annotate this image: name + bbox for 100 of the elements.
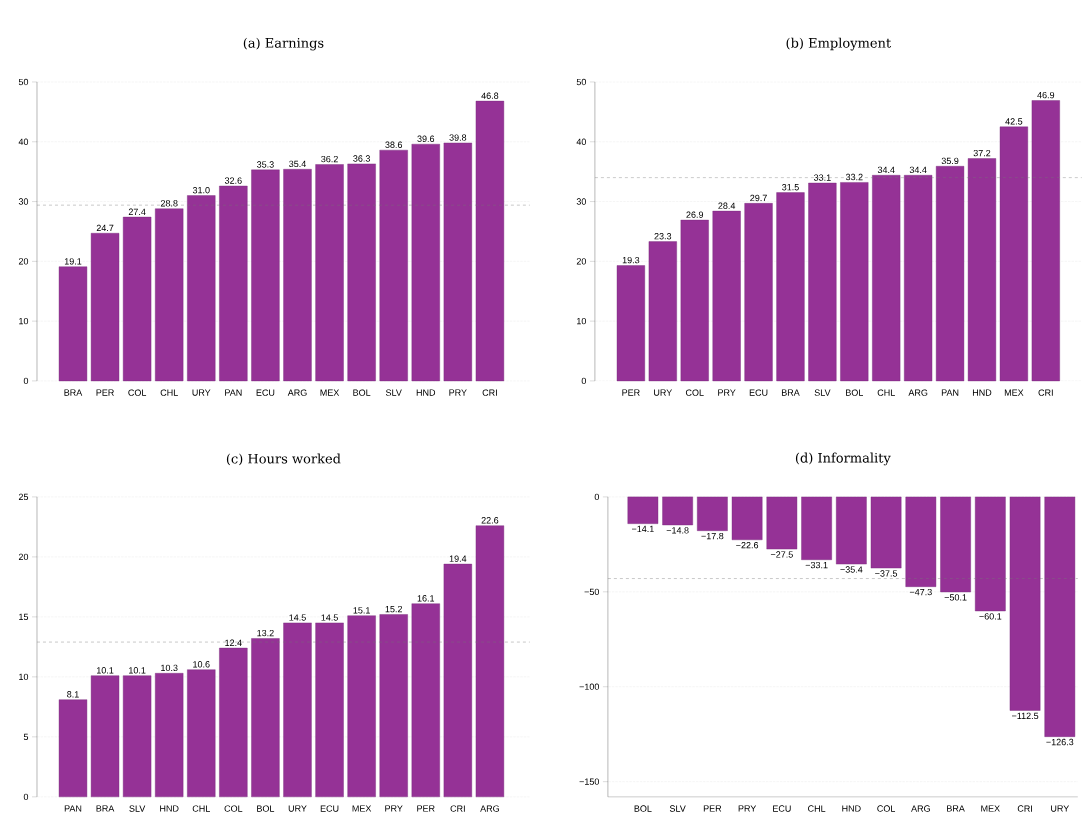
bar	[616, 265, 645, 382]
x-tick-label: SLV	[129, 805, 146, 812]
data-label: −60.1	[979, 613, 1002, 620]
data-label: 14.5	[321, 614, 338, 621]
x-tick-label: COL	[224, 805, 243, 812]
bar	[872, 175, 901, 382]
y-tick-label: 0	[581, 377, 587, 385]
x-tick-label: PER	[703, 805, 722, 812]
data-label: 10.6	[193, 661, 210, 668]
data-label: 24.7	[96, 224, 114, 232]
bar	[58, 699, 88, 798]
x-tick-label: SLV	[669, 805, 686, 812]
data-label: 15.1	[353, 607, 370, 614]
data-label: 10.3	[161, 664, 178, 672]
data-label: 28.8	[160, 200, 178, 207]
x-tick-label: MEX	[981, 805, 1000, 812]
x-tick-label: SLV	[385, 389, 402, 396]
x-tick-label: MEX	[320, 389, 340, 396]
data-label: −17.8	[701, 532, 724, 540]
y-tick-label: 30	[18, 198, 29, 205]
bar	[155, 673, 184, 798]
x-tick-label: PRY	[718, 389, 736, 396]
bar	[904, 175, 933, 382]
data-label: 23.3	[654, 233, 672, 240]
bar	[58, 266, 88, 382]
data-label: −37.5	[875, 570, 898, 577]
x-tick-label: BOL	[846, 389, 864, 396]
data-label: 36.3	[353, 155, 370, 162]
x-tick-label: PER	[622, 389, 640, 396]
bar	[347, 615, 376, 798]
bar	[155, 208, 184, 382]
x-tick-label: ECU	[773, 805, 791, 812]
chart-title: (b) Employment	[786, 37, 892, 51]
data-label: 26.9	[686, 211, 704, 218]
bar	[122, 675, 152, 798]
bar	[443, 142, 472, 382]
data-label: 29.7	[750, 194, 767, 202]
bar	[840, 182, 869, 382]
data-label: 46.9	[1037, 92, 1055, 99]
x-tick-label: CRI	[482, 389, 497, 396]
data-label: 36.2	[321, 155, 338, 163]
x-tick-label: ECU	[749, 389, 768, 396]
data-label: 35.9	[941, 157, 959, 165]
y-tick-label: 0	[594, 493, 600, 501]
data-label: 8.1	[67, 691, 79, 698]
bar	[315, 164, 344, 382]
x-tick-label: BRA	[96, 805, 115, 812]
bar	[122, 216, 152, 382]
x-tick-label: PRY	[385, 805, 403, 812]
bar	[648, 241, 677, 382]
x-tick-label: ARG	[911, 805, 930, 812]
data-label: 39.6	[417, 135, 435, 143]
y-tick-label: −100	[579, 683, 600, 691]
chart-title: (d) Informality	[795, 452, 891, 466]
y-tick-label: 20	[18, 553, 29, 561]
data-label: 38.6	[385, 141, 403, 149]
x-tick-label: MEX	[1004, 389, 1024, 396]
bar	[187, 195, 216, 382]
bar	[90, 675, 120, 798]
data-label: −33.1	[805, 562, 828, 569]
y-tick-label: 40	[576, 138, 587, 146]
x-tick-label: BRA	[947, 805, 965, 812]
y-tick-label: 50	[18, 78, 29, 86]
x-tick-label: BRA	[781, 389, 800, 396]
bar	[443, 563, 472, 798]
y-tick-label: −50	[584, 588, 600, 596]
x-tick-label: COL	[128, 389, 147, 396]
bar	[219, 647, 248, 798]
bar	[999, 126, 1028, 382]
chart-title: (c) Hours worked	[226, 453, 341, 466]
x-tick-label: MEX	[352, 805, 372, 812]
x-tick-label: CRI	[1038, 389, 1053, 396]
data-label: −27.5	[770, 551, 793, 558]
y-tick-label: 5	[23, 733, 29, 741]
x-tick-label: BOL	[257, 805, 275, 812]
data-label: 12.4	[225, 639, 242, 646]
bar	[967, 158, 997, 382]
x-tick-label: URY	[288, 805, 307, 812]
data-label: 32.6	[224, 177, 242, 184]
data-label: 31.5	[782, 184, 799, 191]
y-tick-label: −150	[579, 778, 600, 785]
x-tick-label: HND	[842, 805, 861, 812]
data-label: 19.3	[622, 257, 640, 264]
bar	[379, 614, 408, 798]
bar	[1031, 100, 1060, 382]
data-label: 33.1	[813, 174, 831, 181]
bar	[379, 150, 408, 382]
data-label: 27.4	[128, 208, 146, 215]
y-tick-label: 10	[19, 673, 29, 681]
y-tick-label: 20	[18, 258, 29, 265]
bar	[315, 622, 344, 798]
bar	[283, 622, 312, 798]
data-label: 34.4	[909, 166, 927, 174]
y-tick-label: 10	[19, 318, 29, 325]
x-tick-label: CRI	[1017, 805, 1032, 812]
x-tick-label: PER	[96, 389, 114, 396]
y-tick-label: 20	[576, 258, 587, 265]
x-tick-label: ARG	[908, 389, 928, 396]
data-label: 19.4	[449, 555, 467, 562]
y-tick-label: 30	[576, 198, 587, 205]
